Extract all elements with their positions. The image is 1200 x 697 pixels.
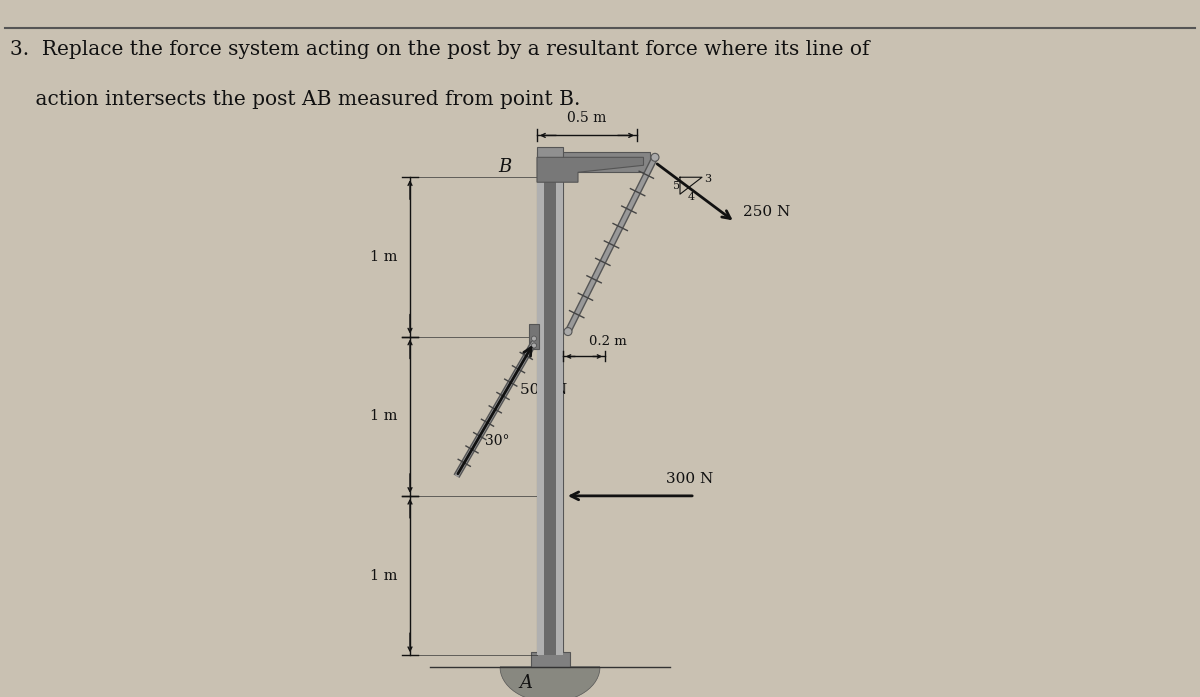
Bar xyxy=(538,147,563,177)
Text: 5: 5 xyxy=(673,181,680,191)
Text: 3.  Replace the force system acting on the post by a resultant force where its l: 3. Replace the force system acting on th… xyxy=(10,40,870,59)
Bar xyxy=(538,153,650,172)
Bar xyxy=(544,177,556,655)
Polygon shape xyxy=(500,667,600,697)
Circle shape xyxy=(650,153,659,161)
Text: 250 N: 250 N xyxy=(743,205,791,219)
Bar xyxy=(529,323,539,348)
Bar xyxy=(530,652,570,667)
Text: 1 m: 1 m xyxy=(371,569,398,583)
Text: 1 m: 1 m xyxy=(371,409,398,423)
Text: 30°: 30° xyxy=(485,434,509,448)
Polygon shape xyxy=(538,158,643,182)
Text: 500 N: 500 N xyxy=(521,383,568,397)
Circle shape xyxy=(564,328,572,335)
Text: 0.5 m: 0.5 m xyxy=(568,112,607,125)
Text: B: B xyxy=(499,158,512,176)
Circle shape xyxy=(532,336,536,341)
Bar xyxy=(538,177,563,655)
Text: 4: 4 xyxy=(688,192,695,202)
Circle shape xyxy=(532,343,536,348)
Bar xyxy=(538,177,544,655)
Text: 300 N: 300 N xyxy=(666,472,714,486)
Text: 3: 3 xyxy=(704,174,712,184)
Text: 1 m: 1 m xyxy=(371,250,398,264)
Bar xyxy=(556,177,563,655)
Text: A: A xyxy=(520,674,532,692)
Text: action intersects the post AB measured from point B.: action intersects the post AB measured f… xyxy=(10,90,581,109)
Text: 0.2 m: 0.2 m xyxy=(589,335,626,348)
